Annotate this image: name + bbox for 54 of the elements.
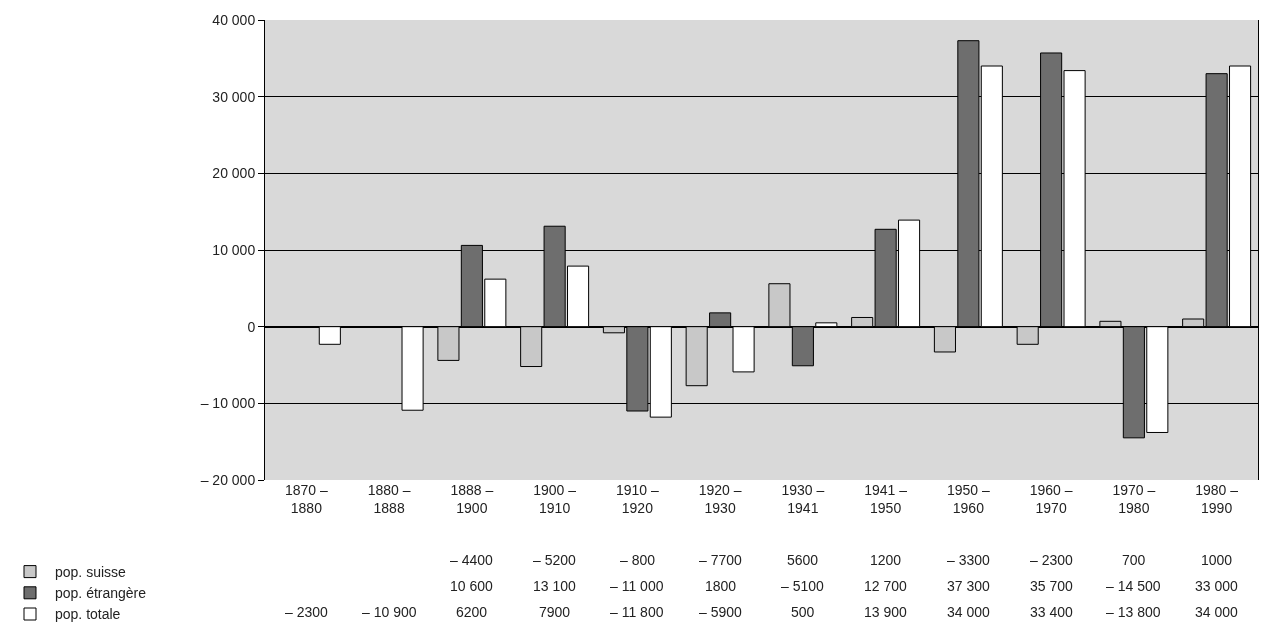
x-tick-label: 1870 – 1880 [284,482,328,517]
data-label: – 2300 [285,604,329,620]
x-tick-label: 1900 – 1910 [533,482,577,517]
data-label: 500 [791,604,815,620]
y-tick-label: 20 000 [212,165,256,182]
x-tick-label: 1910 – 1920 [615,482,659,517]
legend-label: pop. étrangère [55,585,147,602]
data-label: – 7700 [699,552,743,568]
data-label: – 13 800 [1106,604,1161,620]
legend-label: pop. totale [55,606,121,623]
legend-label: pop. suisse [55,564,127,581]
data-label: 1000 [1201,552,1233,568]
data-label: 700 [1122,552,1146,568]
y-tick-label: – 20 000 [200,471,256,488]
data-label: 7900 [539,604,571,620]
data-label: 34 000 [1195,604,1239,620]
x-tick-label: 1960 – 1970 [1029,482,1073,517]
data-label: – 11 000 [610,578,664,594]
data-label: 13 900 [864,604,908,620]
data-label: – 5100 [781,578,825,594]
x-tick-label: 1930 – 1941 [781,482,825,517]
x-tick-label: 1980 – 1990 [1195,482,1239,517]
data-label: 12 700 [864,578,908,594]
data-label: 34 000 [947,604,991,620]
x-tick-label: 1920 – 1930 [698,482,742,517]
y-tick-label: 40 000 [212,11,256,28]
data-label: – 800 [620,552,656,568]
data-label: – 5200 [533,552,577,568]
x-tick-label: 1941 – 1950 [864,482,908,517]
x-tick-label: 1950 – 1960 [946,482,990,517]
data-label: 1800 [705,578,737,594]
y-tick-label: – 10 000 [200,395,256,412]
data-label: – 5900 [699,604,743,620]
data-label: 6200 [456,604,488,620]
x-tick-label: 1880 – 1888 [367,482,411,517]
data-label: 33 400 [1030,604,1074,620]
data-label: 37 300 [947,578,991,594]
data-label: – 4400 [450,552,494,568]
data-label: 5600 [787,552,819,568]
data-label: 10 600 [450,578,494,594]
y-tick-label: 10 000 [212,241,256,258]
x-tick-label: 1888 – 1900 [450,482,494,517]
y-tick-label: 0 [247,318,256,335]
data-label: 1200 [870,552,902,568]
data-label: 13 100 [533,578,577,594]
y-tick-label: 30 000 [212,88,256,105]
x-tick-label: 1970 – 1980 [1112,482,1156,517]
data-label: – 3300 [947,552,991,568]
data-label: – 14 500 [1106,578,1161,594]
data-label: 33 000 [1195,578,1239,594]
data-label: – 10 900 [362,604,417,620]
data-label: – 2300 [1030,552,1074,568]
data-label: – 11 800 [610,604,664,620]
data-label: 35 700 [1030,578,1074,594]
